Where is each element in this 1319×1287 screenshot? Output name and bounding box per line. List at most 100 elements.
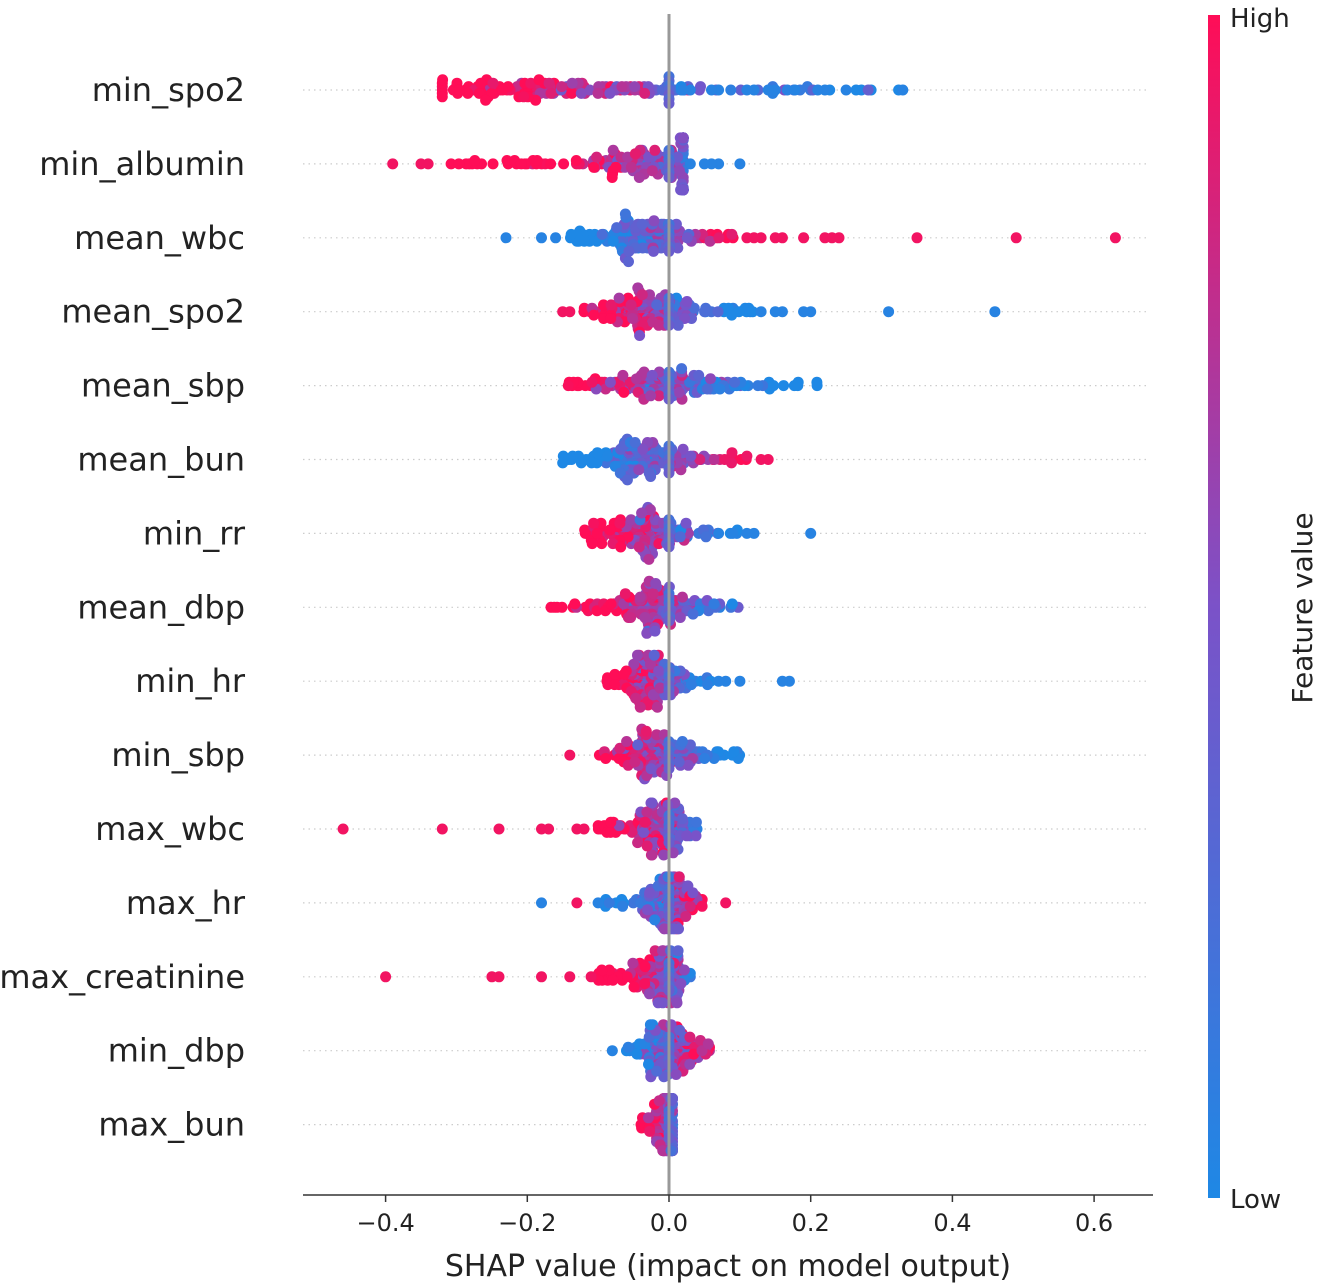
shap-point bbox=[607, 974, 619, 986]
shap-point bbox=[607, 144, 619, 156]
shap-point bbox=[642, 904, 653, 916]
shap-point bbox=[642, 1112, 654, 1124]
shap-point bbox=[649, 625, 661, 637]
shap-point bbox=[543, 77, 555, 89]
shap-point bbox=[681, 830, 693, 842]
shap-point bbox=[658, 923, 670, 935]
shap-point bbox=[701, 383, 713, 395]
shap-point bbox=[518, 91, 530, 103]
shap-point bbox=[681, 232, 693, 244]
shap-point bbox=[645, 471, 657, 482]
shap-point bbox=[632, 837, 644, 849]
shap-point-outlier bbox=[755, 306, 767, 318]
shap-point bbox=[610, 161, 622, 173]
shap-point bbox=[604, 524, 616, 536]
shap-point bbox=[676, 363, 688, 375]
shap-point bbox=[811, 376, 823, 388]
shap-point bbox=[672, 319, 684, 331]
shap-point bbox=[469, 155, 481, 166]
shap-point bbox=[565, 228, 577, 240]
shap-point bbox=[781, 84, 793, 96]
shap-point bbox=[645, 763, 657, 775]
shap-point bbox=[636, 218, 648, 230]
shap-point-outlier bbox=[677, 84, 689, 96]
shap-point bbox=[726, 598, 738, 610]
shap-point bbox=[625, 299, 637, 311]
x-tick-label: 0.4 bbox=[933, 1209, 971, 1237]
shap-point bbox=[634, 701, 646, 713]
shap-point bbox=[672, 151, 683, 163]
shap-point bbox=[639, 961, 651, 973]
shap-point bbox=[487, 77, 499, 89]
shap-point-outlier bbox=[713, 527, 725, 539]
shap-point bbox=[726, 457, 737, 469]
shap-point bbox=[646, 849, 658, 861]
shap-point bbox=[676, 591, 688, 603]
shap-point bbox=[682, 759, 694, 771]
shap-point bbox=[605, 598, 617, 610]
shap-point bbox=[630, 373, 642, 385]
shap-point bbox=[685, 679, 697, 691]
shap-point bbox=[551, 601, 563, 613]
shap-point bbox=[629, 437, 641, 448]
shap-point bbox=[586, 538, 598, 550]
shap-point bbox=[726, 228, 738, 240]
shap-point-outlier bbox=[762, 84, 774, 96]
shap-point bbox=[619, 208, 631, 220]
shap-point bbox=[629, 81, 641, 93]
shap-point bbox=[673, 165, 685, 177]
shap-point-outlier bbox=[536, 971, 547, 983]
x-tick-label: −0.2 bbox=[498, 1209, 556, 1237]
shap-point bbox=[640, 725, 652, 737]
shap-point bbox=[673, 386, 685, 398]
shap-point-outlier bbox=[337, 823, 349, 835]
shap-point bbox=[627, 957, 639, 969]
shap-point-outlier bbox=[769, 232, 781, 244]
shap-point bbox=[675, 184, 687, 196]
shap-point bbox=[708, 454, 720, 465]
shap-point-outlier bbox=[713, 675, 725, 687]
x-axis-title: SHAP value (impact on model output) bbox=[445, 1249, 1011, 1284]
shap-point bbox=[778, 380, 790, 392]
shap-point bbox=[625, 161, 637, 173]
shap-point bbox=[677, 443, 689, 455]
shap-point-outlier bbox=[819, 232, 831, 244]
shap-point bbox=[677, 132, 689, 144]
shap-point bbox=[688, 302, 700, 314]
shap-point bbox=[623, 245, 635, 257]
colorbar bbox=[1208, 15, 1220, 1198]
shap-point-outlier bbox=[592, 897, 604, 909]
shap-point bbox=[569, 598, 581, 610]
shap-point-outlier bbox=[805, 527, 817, 539]
shap-point bbox=[695, 81, 706, 93]
shap-point bbox=[609, 679, 621, 691]
shap-point bbox=[702, 1038, 714, 1050]
shap-point-outlier bbox=[769, 306, 781, 318]
shap-point bbox=[657, 1145, 669, 1157]
shap-point bbox=[643, 553, 655, 565]
shap-point bbox=[649, 144, 661, 156]
shap-point-outlier bbox=[989, 306, 1001, 318]
shap-point bbox=[696, 900, 708, 912]
feature-label: mean_spo2 bbox=[61, 293, 245, 331]
shap-point bbox=[653, 1095, 665, 1107]
shap-point bbox=[515, 158, 527, 170]
feature-label: min_albumin bbox=[39, 145, 245, 183]
shap-point bbox=[645, 390, 657, 402]
colorbar-high-label: High bbox=[1230, 4, 1290, 34]
shap-point-outlier bbox=[897, 84, 909, 96]
shap-point-outlier bbox=[883, 306, 895, 318]
shap-point bbox=[614, 467, 626, 479]
shap-point bbox=[641, 840, 653, 852]
shap-point bbox=[592, 87, 604, 99]
shap-point bbox=[633, 172, 645, 183]
shap-point-outlier bbox=[387, 158, 399, 170]
feature-label: min_sbp bbox=[111, 736, 245, 774]
shap-point bbox=[580, 601, 591, 613]
shap-point bbox=[556, 81, 568, 93]
shap-point bbox=[680, 517, 692, 529]
shap-point bbox=[725, 84, 737, 96]
shap-point bbox=[684, 1031, 696, 1043]
shap-point bbox=[453, 84, 465, 96]
